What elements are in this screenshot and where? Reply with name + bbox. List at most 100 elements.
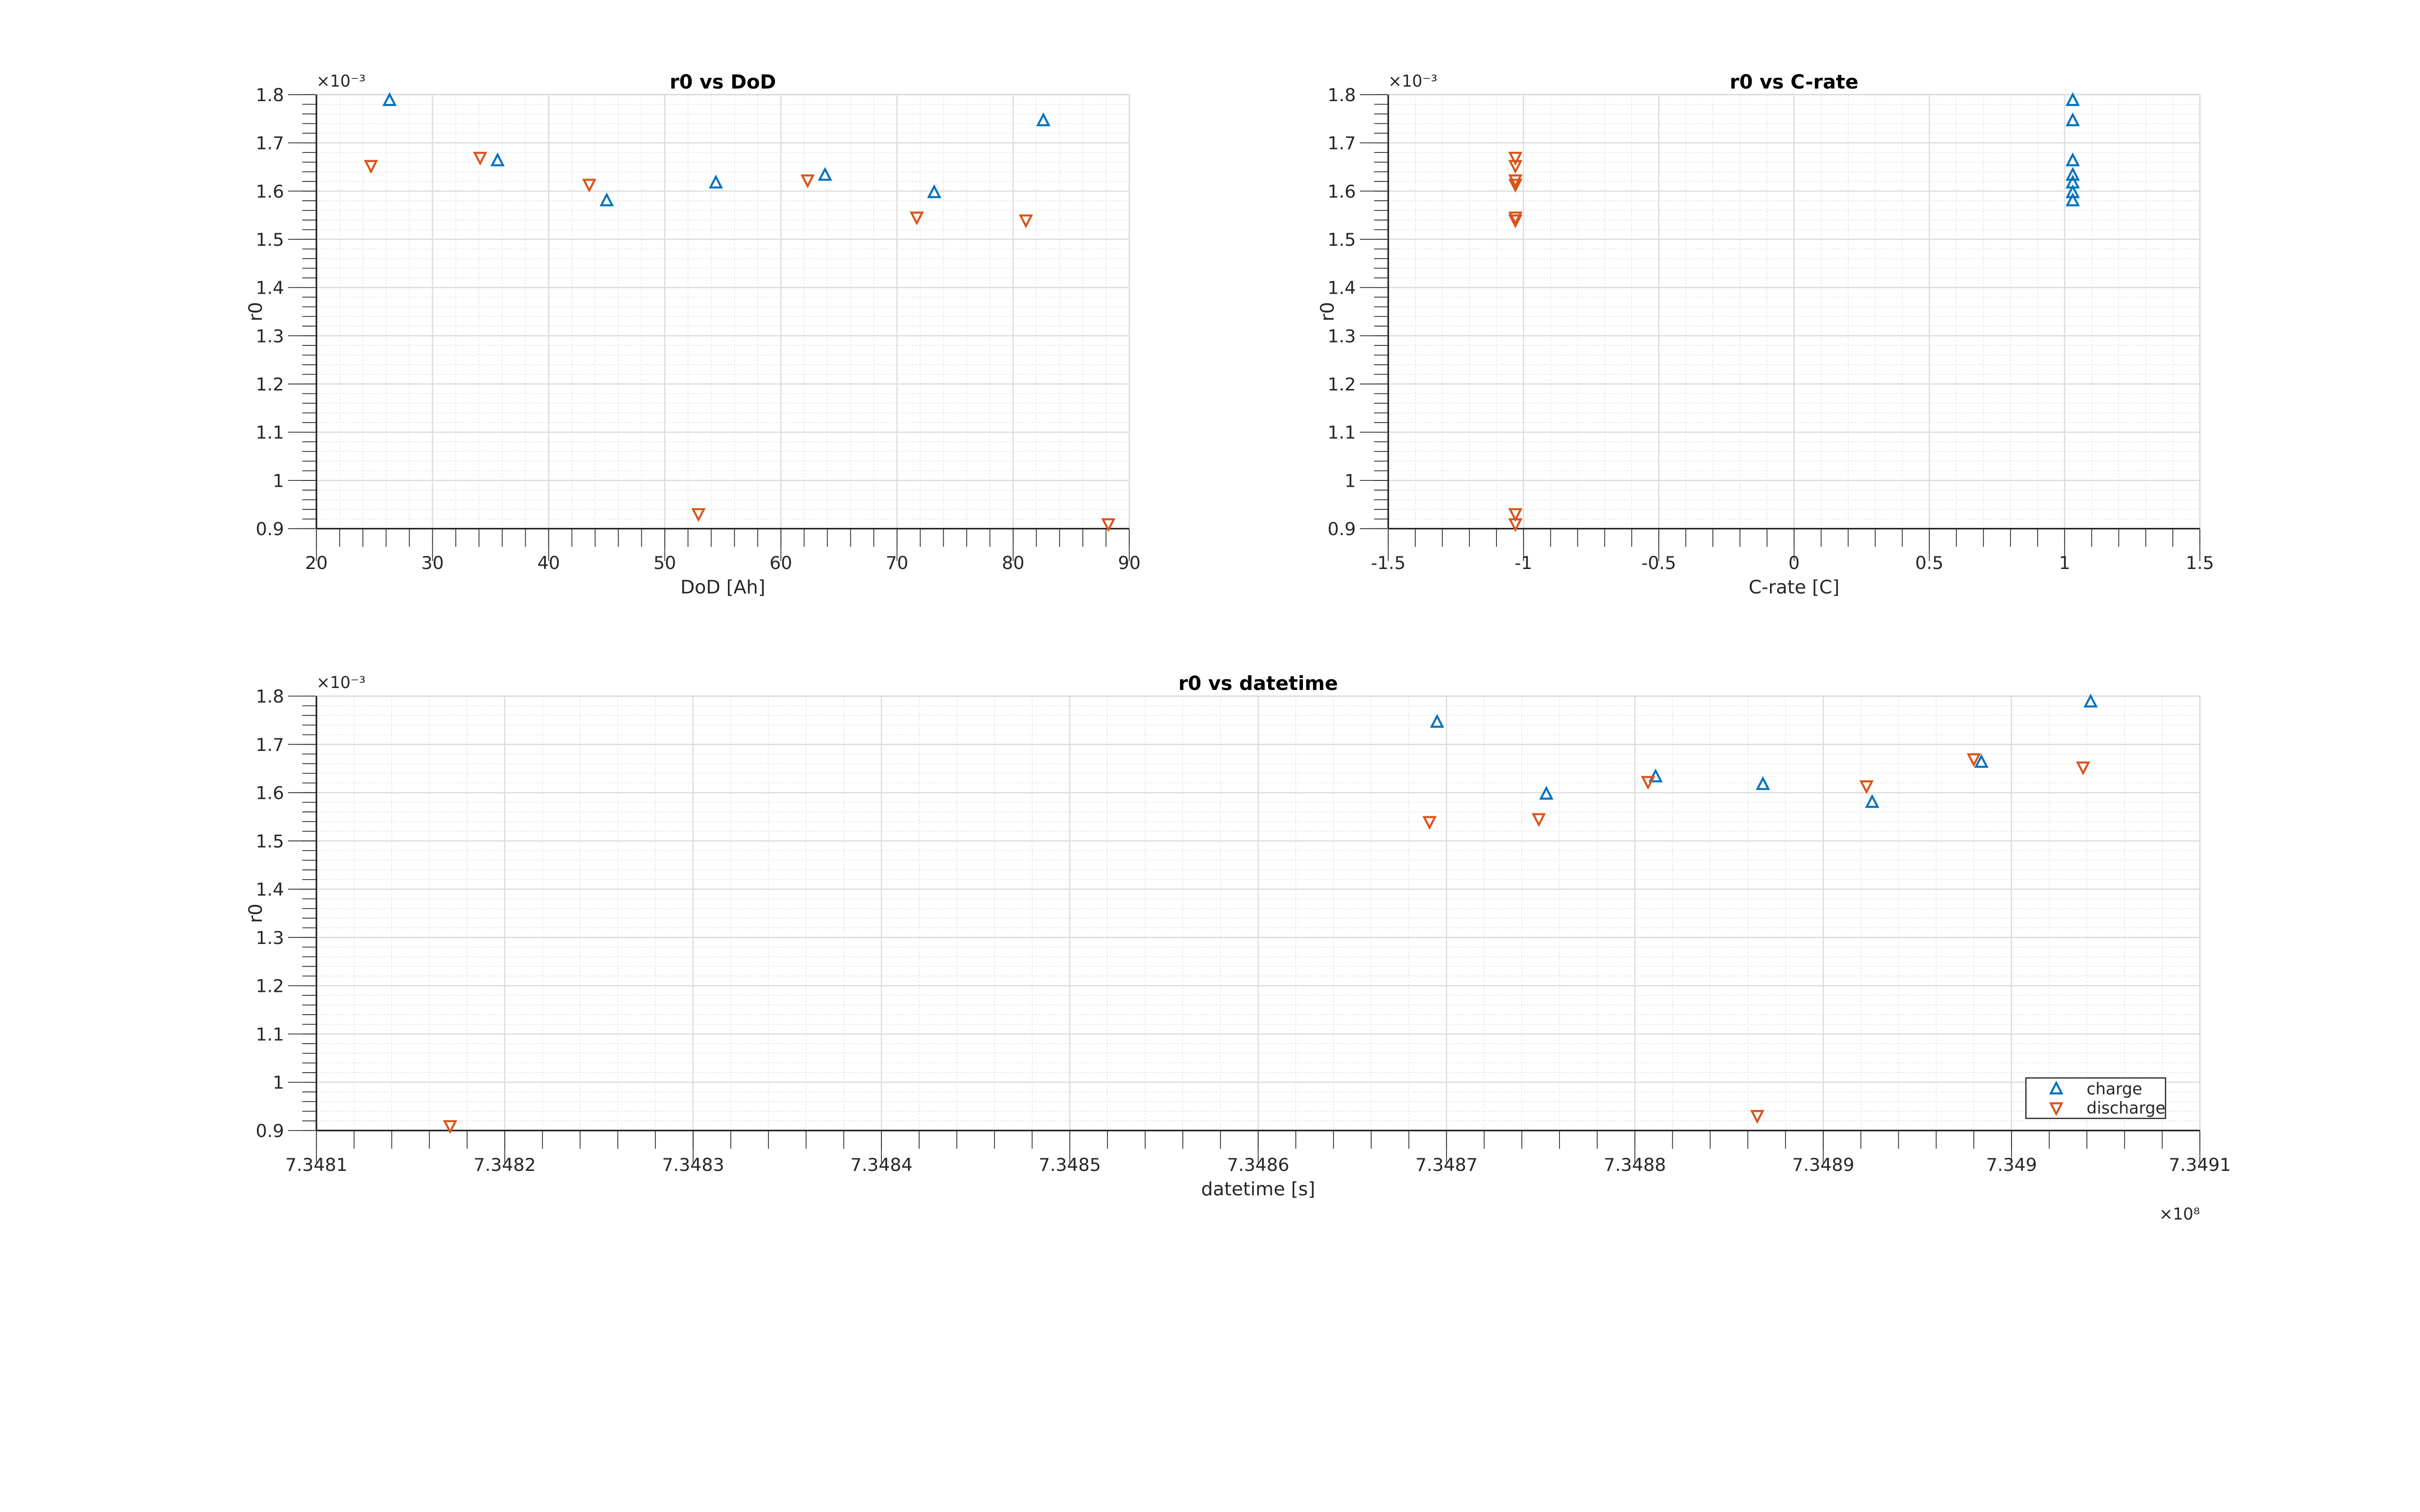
y-tick-label: 1.8 (1328, 85, 1356, 105)
chart-title: r0 vs C-rate (1730, 71, 1859, 93)
x-tick-label: 0.5 (1915, 553, 1943, 573)
y-tick-label: 1.6 (1328, 181, 1356, 202)
discharge-point (2076, 761, 2090, 776)
y-tick-label: 0.9 (256, 1121, 284, 1141)
charge-point (382, 92, 397, 106)
series-discharge (1508, 151, 1523, 532)
legend-label-charge: charge (2087, 1079, 2142, 1098)
axes-1: 20 30 40 50 60 70 80 90 0.9 1 1.1 1.2 1.3 1.4 1.5 1.6 1.… (245, 71, 1141, 598)
figure: 20 30 40 50 60 70 80 90 0.9 1 1.1 1.2 1.3 1.4 1.5 1.6 1.… (245, 71, 2231, 1223)
discharge-point (691, 508, 706, 522)
y-tick-label: 1.4 (256, 879, 284, 900)
discharge-point (1422, 816, 1437, 830)
y-tick-label: 1.3 (256, 928, 284, 948)
y-tick-label: 1.7 (256, 734, 284, 755)
x-tick-label: 80 (1002, 553, 1025, 573)
series-charge (2065, 92, 2080, 207)
y-axis-label: r0 (1316, 302, 1338, 321)
y-tick-label: 1 (1345, 470, 1356, 491)
charge-point (1974, 754, 1989, 768)
y-tick-label: 1.1 (1328, 422, 1356, 443)
charge-point (599, 192, 614, 207)
y-tick-label: 1.6 (256, 181, 284, 202)
x-tick-label: 1.5 (2186, 553, 2214, 573)
series-charge (382, 92, 1051, 207)
series-discharge (443, 753, 2090, 1134)
y-tick-label: 1.1 (256, 422, 284, 443)
y-tick-label: 1.6 (256, 783, 284, 804)
charge-point (1539, 786, 1554, 800)
y-tick-label: 1 (272, 470, 284, 491)
y-tick-label: 0.9 (1328, 519, 1356, 539)
y-exponent-label: ×10⁻³ (317, 673, 366, 692)
x-tick-label: -1 (1514, 553, 1532, 573)
y-axis-label: r0 (245, 904, 267, 923)
axes-2: -1.5 -1 -0.5 0 0.5 1 1.5 0.9 1 1.1 1.2 1.3 1.4 1.5 1.6… (1316, 71, 2214, 598)
discharge-point (1508, 179, 1523, 193)
x-tick-label: 7.3491 (2169, 1154, 2231, 1175)
discharge-point (1508, 211, 1523, 225)
axes-box (316, 94, 1130, 529)
charge-point (1430, 714, 1444, 728)
discharge-point (1101, 518, 1116, 532)
y-tick-label: 1.8 (256, 85, 284, 105)
y-tick-label: 1.3 (1328, 326, 1356, 346)
discharge-point (1508, 214, 1523, 228)
y-tick-label: 1.3 (256, 326, 284, 346)
y-tick-label: 1.2 (1328, 374, 1356, 395)
x-tick-label: 7.3489 (1792, 1154, 1855, 1175)
charge-point (709, 174, 723, 189)
y-tick-label: 0.9 (256, 519, 284, 539)
x-tick-label: 7.3483 (662, 1154, 725, 1175)
y-tick-label: 1.2 (256, 976, 284, 997)
chart-title: r0 vs datetime (1179, 673, 1338, 695)
x-exponent-label: ×10⁸ (2159, 1204, 2200, 1223)
discharge-point (1508, 151, 1523, 166)
y-tick-label: 1.5 (256, 229, 284, 250)
charge-point (1648, 768, 1663, 782)
axes-3: 7.3481 7.3482 7.3483 7.3484 7.3485 7.3486 7.34… (245, 673, 2231, 1223)
discharge-point (1750, 1110, 1765, 1124)
y-tick-label: 1.2 (256, 374, 284, 395)
legend-charge-marker (2049, 1080, 2064, 1094)
x-axis-label: C-rate [C] (1749, 576, 1840, 598)
y-exponent-label: ×10⁻³ (317, 72, 366, 90)
discharge-point (1018, 214, 1033, 228)
x-tick-label: 30 (421, 553, 444, 573)
x-tick-label: 7.3486 (1227, 1154, 1289, 1175)
charge-point (2065, 152, 2080, 166)
discharge-point (443, 1120, 457, 1134)
discharge-point (1859, 780, 1874, 794)
y-tick-label: 1.7 (256, 133, 284, 154)
x-tick-label: 7.3488 (1603, 1154, 1666, 1175)
discharge-point (1508, 508, 1523, 522)
legend-label-discharge: discharge (2087, 1098, 2165, 1117)
y-axis-label: r0 (245, 302, 267, 321)
charge-point (927, 184, 941, 198)
x-tick-label: 60 (770, 553, 792, 573)
charge-point (2065, 192, 2080, 207)
discharge-point (909, 211, 924, 225)
x-tick-label: 0 (1788, 553, 1800, 573)
charge-point (817, 166, 832, 181)
x-tick-label: 7.3482 (474, 1154, 536, 1175)
discharge-point (1508, 160, 1523, 174)
y-exponent-label: ×10⁻³ (1388, 72, 1437, 90)
legend-discharge-marker (2049, 1102, 2064, 1116)
x-tick-label: 7.3481 (285, 1154, 348, 1175)
charge-point (2065, 166, 2080, 181)
y-tick-label: 1.1 (256, 1024, 284, 1045)
y-tick-label: 1.4 (1328, 278, 1356, 299)
series-charge (1430, 693, 2098, 808)
x-tick-label: 7.3485 (1039, 1154, 1101, 1175)
y-tick-label: 1.4 (256, 278, 284, 299)
discharge-point (363, 160, 378, 174)
x-tick-label: 50 (653, 553, 676, 573)
discharge-point (1508, 518, 1523, 532)
y-tick-label: 1.5 (256, 831, 284, 852)
y-tick-label: 1.8 (256, 686, 284, 707)
charge-point (1865, 794, 1879, 808)
charge-point (2083, 693, 2098, 708)
series-discharge (363, 151, 1116, 532)
x-axis-label: datetime [s] (1201, 1178, 1316, 1200)
